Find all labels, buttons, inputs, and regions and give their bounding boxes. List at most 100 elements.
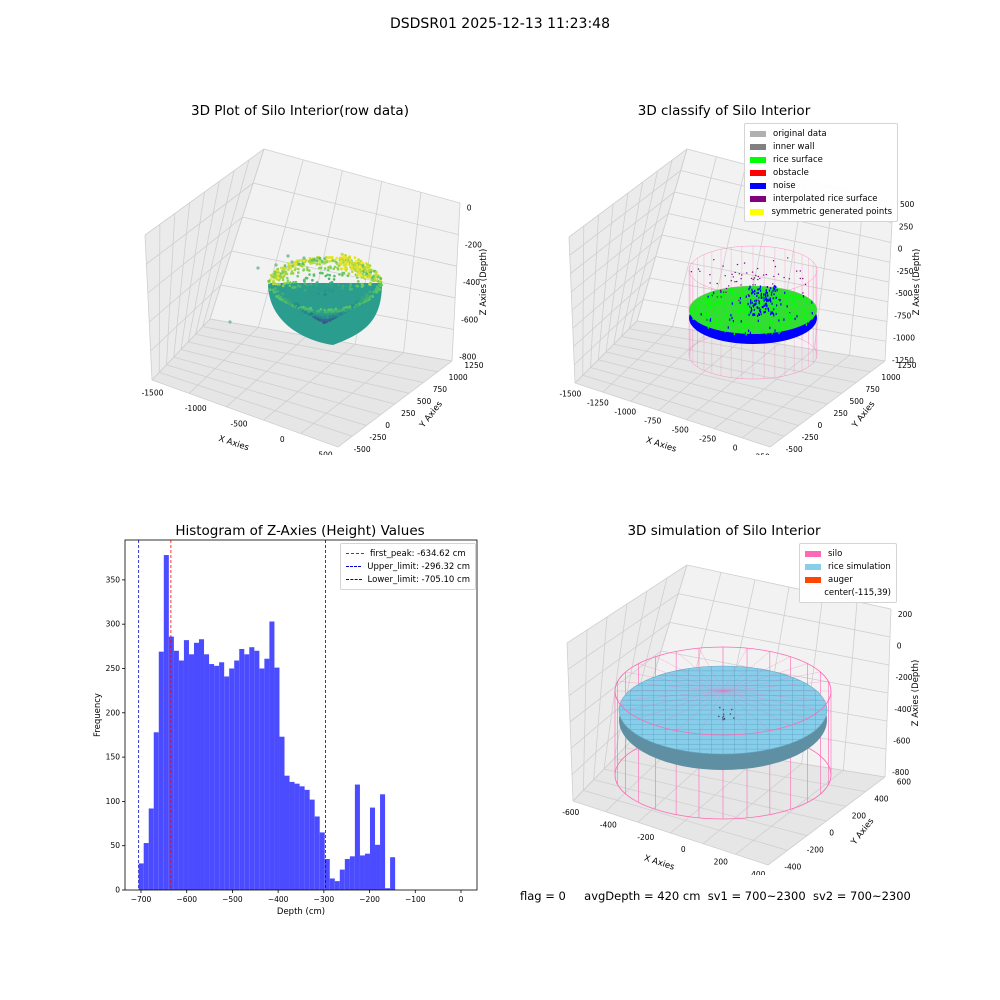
data-point [269, 273, 273, 277]
data-point [761, 287, 763, 290]
gridline [655, 256, 889, 303]
legend-entry: Lower_limit: -705.10 cm [346, 573, 470, 586]
data-point [776, 302, 778, 305]
data-point [811, 312, 813, 315]
data-point [796, 318, 799, 321]
panel1-3d-plot[interactable]: -1500-1000-5000500-500-25002505007501000… [130, 125, 490, 455]
noise-point [766, 304, 768, 307]
auger-point [723, 717, 726, 720]
gridline [669, 621, 890, 666]
sv2-text: sv2 = 700~2300 [812, 889, 911, 903]
data-point [759, 302, 761, 305]
tick-label: -400 [600, 821, 617, 830]
data-point [779, 294, 781, 298]
histogram-bar [148, 808, 154, 890]
data-point [315, 284, 318, 287]
data-point [732, 320, 734, 323]
data-point [710, 305, 712, 308]
gridline [570, 191, 675, 274]
data-point [710, 320, 712, 324]
tick-label: −300 [314, 895, 335, 904]
histogram-bar [375, 844, 381, 890]
noise-point [754, 299, 756, 302]
gridline [582, 374, 785, 437]
data-point [325, 283, 329, 286]
histogram-bar [344, 858, 350, 890]
data-point [374, 271, 378, 274]
auger-point [729, 713, 732, 715]
data-point [724, 329, 726, 333]
gridline [572, 800, 769, 866]
data-point [364, 299, 368, 303]
data-point [364, 275, 367, 279]
histogram-legend: first_peak: -634.62 cm Upper_limit: -296.… [340, 543, 476, 590]
interpolated-point [723, 291, 725, 293]
data-point [738, 322, 740, 326]
data-point [708, 323, 710, 326]
gridline [180, 191, 205, 350]
panel2-3d-plot[interactable]: -1500 -1250 -1000 -750 -500 -250 0 250 -500 -250 0… [555, 125, 925, 455]
data-point [780, 316, 782, 319]
data-point [304, 311, 307, 314]
data-point [752, 292, 754, 296]
histogram-bars [138, 555, 396, 890]
data-point [805, 317, 807, 320]
data-point [308, 273, 311, 276]
data-point [329, 281, 332, 285]
interpolated-point [757, 275, 759, 278]
data-point [737, 329, 739, 332]
data-point [344, 269, 348, 272]
tick-label: 500 [318, 451, 333, 455]
data-point [758, 296, 760, 299]
panel4-3d-plot[interactable]: -600 -400 -200 0 200 400 -400 -200 0 200 400 600-80… [555, 545, 925, 875]
gridline [242, 216, 457, 267]
legend-label: Upper_limit: -296.32 cm [367, 561, 470, 572]
data-point [286, 262, 290, 265]
noise-point [773, 285, 775, 288]
data-point [755, 299, 757, 302]
noise-point [773, 293, 775, 296]
data-point [746, 291, 749, 295]
histogram-bar [153, 732, 159, 890]
data-point [768, 306, 770, 309]
noise-point [763, 299, 765, 302]
data-point [695, 313, 697, 316]
data-point [281, 292, 285, 296]
outlier-point [228, 320, 232, 324]
data-point [777, 329, 779, 333]
data-point [720, 298, 722, 302]
data-point [379, 280, 383, 284]
histogram-bar [214, 665, 220, 890]
data-point [328, 319, 332, 322]
data-point [748, 287, 750, 291]
data-point [709, 319, 711, 322]
tick-label: −500 [222, 895, 243, 904]
data-point [777, 316, 779, 319]
data-point [785, 295, 787, 298]
noise-point [763, 293, 765, 296]
interpolated-point [772, 260, 775, 262]
gridline [202, 159, 250, 327]
noise-point [769, 298, 771, 301]
data-point [312, 260, 316, 264]
interpolated-point [762, 274, 765, 276]
data-point [793, 302, 795, 305]
data-point [721, 294, 723, 297]
data-point [367, 296, 371, 300]
data-point [286, 276, 289, 280]
data-point [305, 276, 309, 280]
gridline [593, 779, 808, 837]
data-point [347, 272, 351, 275]
data-point [307, 309, 310, 313]
data-point [725, 313, 727, 316]
interpolated-point [759, 277, 761, 280]
noise-point [757, 292, 759, 294]
tick-label: -1250 [587, 398, 609, 407]
noise-point [751, 292, 753, 295]
tick-label: 50 [110, 841, 120, 850]
data-point [808, 311, 810, 314]
data-point [279, 266, 283, 270]
noise-point [748, 295, 750, 297]
data-point [699, 301, 701, 304]
data-point [777, 294, 779, 298]
